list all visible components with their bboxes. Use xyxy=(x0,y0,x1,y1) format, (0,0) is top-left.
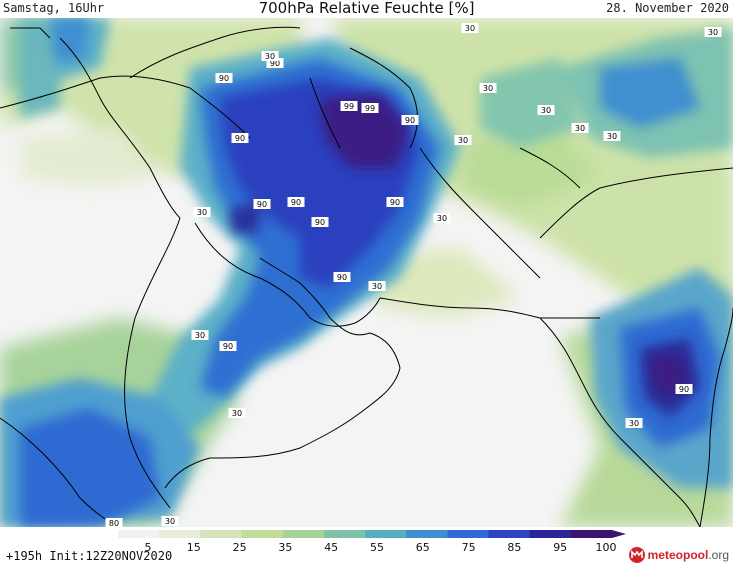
contour-label: 30 xyxy=(458,136,468,145)
contour-label: 30 xyxy=(483,84,493,93)
contour-label-bg xyxy=(266,58,284,68)
colorbar-swatch xyxy=(118,530,160,538)
colorbar-swatch xyxy=(241,530,284,538)
contour-label: 30 xyxy=(232,409,242,418)
colorbar-tick-label: 35 xyxy=(278,541,292,554)
contour-label-bg xyxy=(191,330,209,340)
contour-label: 90 xyxy=(270,59,280,68)
contour-label: 30 xyxy=(265,52,275,61)
contour-label: 90 xyxy=(679,385,689,394)
contour-label: 90 xyxy=(337,273,347,282)
valid-time-label: Samstag, 16Uhr xyxy=(3,1,105,15)
contour-label-bg xyxy=(433,213,451,223)
contour-label: 30 xyxy=(372,282,382,291)
colorbar-tick-label: 45 xyxy=(324,541,338,554)
colorbar-tick-label: 65 xyxy=(416,541,430,554)
colorbar-tick-label: 55 xyxy=(370,541,384,554)
colorbar-tick-label: 5 xyxy=(145,541,152,554)
colorbar-swatch xyxy=(200,530,242,538)
run-info: +195h Init:12Z20NOV2020 xyxy=(6,549,173,563)
contour-label: 30 xyxy=(165,517,175,526)
humidity-map: 90 90 30 90 99 99 90 30 30 30 30 30 30 90 90 90 90 30 90 30… xyxy=(0,18,733,527)
contour-label-bg xyxy=(401,115,419,125)
humidity-field xyxy=(0,18,733,527)
logo-tld-text: .org xyxy=(708,548,729,562)
contour-label: 90 xyxy=(235,134,245,143)
colorbar-swatch xyxy=(529,530,572,538)
contour-label: 90 xyxy=(257,200,267,209)
contour-label: 30 xyxy=(541,106,551,115)
contour-label-bg xyxy=(704,27,722,37)
contour-label: 30 xyxy=(197,208,207,217)
contour-label-bg xyxy=(461,23,479,33)
contour-label-bg xyxy=(368,281,386,291)
colorbar-swatch xyxy=(365,530,407,538)
contour-label: 30 xyxy=(607,132,617,141)
contour-label-bg xyxy=(675,384,693,394)
contour-label-bg xyxy=(105,518,123,527)
logo-main-text: meteopool xyxy=(647,548,709,562)
meteopool-logo[interactable]: meteopool.org xyxy=(628,546,729,564)
contour-label-bg xyxy=(340,101,358,111)
contour-label-bg xyxy=(231,133,249,143)
map-title: 700hPa Relative Feuchte [%] xyxy=(258,0,475,17)
contour-label: 30 xyxy=(575,124,585,133)
colorbar-tick-label: 15 xyxy=(187,541,201,554)
contour-label: 90 xyxy=(315,218,325,227)
contour-label-bg xyxy=(311,217,329,227)
contour-label-bg xyxy=(287,197,305,207)
colorbar-swatch xyxy=(406,530,448,538)
contour-label: 80 xyxy=(109,519,119,527)
contour-label-bg xyxy=(215,73,233,83)
valid-date-label: 28. November 2020 xyxy=(606,1,729,15)
contour-label: 90 xyxy=(223,342,233,351)
contour-label-bg xyxy=(361,103,379,113)
contour-label: 90 xyxy=(219,74,229,83)
colorbar-swatch xyxy=(570,530,613,538)
colorbar-svg: 5 15 25 35 45 55 65 75 85 95 100 xyxy=(118,530,626,554)
contour-label-bg xyxy=(386,197,404,207)
contour-label: 30 xyxy=(629,419,639,428)
colorbar-swatch xyxy=(159,530,201,538)
contour-label: 99 xyxy=(365,104,375,113)
contour-label: 30 xyxy=(195,331,205,340)
contour-label-bg xyxy=(454,135,472,145)
contour-label: 30 xyxy=(465,24,475,33)
contour-label-bg xyxy=(625,418,643,428)
colorbar-tick-label: 100 xyxy=(596,541,617,554)
meteopool-logo-icon xyxy=(628,547,645,563)
contour-label-bg xyxy=(479,83,497,93)
colorbar-swatch xyxy=(282,530,325,538)
contour-label-bg xyxy=(161,516,179,526)
colorbar-tick-label: 85 xyxy=(507,541,521,554)
contour-label-bg xyxy=(228,408,246,418)
colorbar-tick-label: 95 xyxy=(553,541,567,554)
colorbar-swatch xyxy=(488,530,531,538)
contour-label: 90 xyxy=(405,116,415,125)
contour-label-bg xyxy=(219,341,237,351)
coastlines xyxy=(0,26,733,527)
colorbar: 5 15 25 35 45 55 65 75 85 95 100 xyxy=(0,527,733,566)
contour-label: 90 xyxy=(390,198,400,207)
contour-label: 99 xyxy=(344,102,354,111)
logo-text: meteopool.org xyxy=(648,548,729,562)
colorbar-swatch xyxy=(447,530,489,538)
contour-label: 30 xyxy=(437,214,447,223)
contour-label-bg xyxy=(193,207,211,217)
colorbar-tick-label: 25 xyxy=(233,541,247,554)
header-bar: Samstag, 16Uhr 700hPa Relative Feuchte [… xyxy=(0,0,733,18)
colorbar-tick-label: 75 xyxy=(462,541,476,554)
colorbar-extend-arrow xyxy=(612,530,626,538)
contour-label: 30 xyxy=(708,28,718,37)
colorbar-swatch xyxy=(323,530,366,538)
contour-label: 90 xyxy=(291,198,301,207)
contour-label-bg xyxy=(571,123,589,133)
contour-label-bg xyxy=(603,131,621,141)
contour-label-bg xyxy=(537,105,555,115)
contour-label-bg xyxy=(253,199,271,209)
contour-label-bg xyxy=(261,51,279,61)
contour-label-bg xyxy=(333,272,351,282)
